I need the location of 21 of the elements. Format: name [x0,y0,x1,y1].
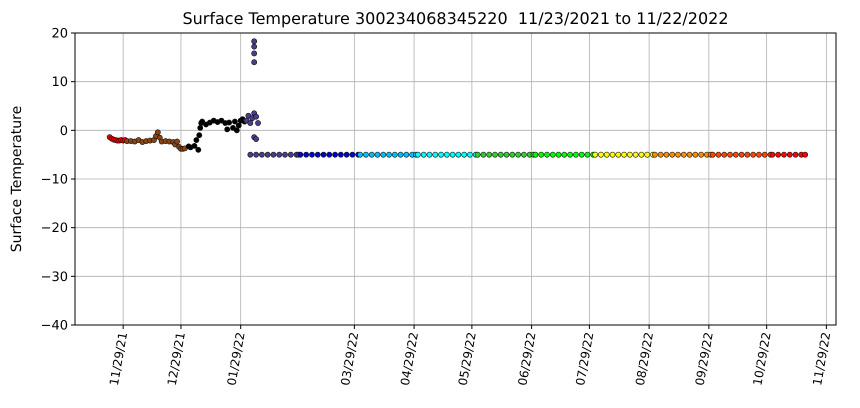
x-tick-label: 10/29/22 [750,331,774,387]
y-axis-title: Surface Temperature [9,106,25,252]
x-tick-label: 07/29/22 [573,331,596,387]
chart-title: Surface Temperature 300234068345220 11/23/2021 to 11/22/2022 [182,9,729,28]
y-tick-label: −10 [40,172,68,188]
x-tick-label: 12/29/21 [164,331,188,387]
x-tick-label: 06/29/22 [515,331,539,387]
y-tick-label: −40 [40,318,68,334]
x-tick-label: 01/29/22 [224,331,248,387]
x-tick-label: 03/29/22 [338,331,362,387]
y-tick-label: 20 [51,26,68,42]
x-tick-label: 09/29/22 [692,331,716,387]
y-tick-label: −30 [40,270,68,285]
x-tick-label: 08/29/22 [632,331,656,387]
x-tick-label: 11/29/21 [106,331,130,387]
x-tick-label: 04/29/22 [398,331,422,387]
y-tick-label: −20 [40,221,68,236]
y-tick-label: 10 [51,75,68,90]
x-tick-label: 11/29/22 [810,331,834,387]
y-tick-label: 0 [60,124,68,139]
x-tick-label: 05/29/22 [456,331,479,387]
